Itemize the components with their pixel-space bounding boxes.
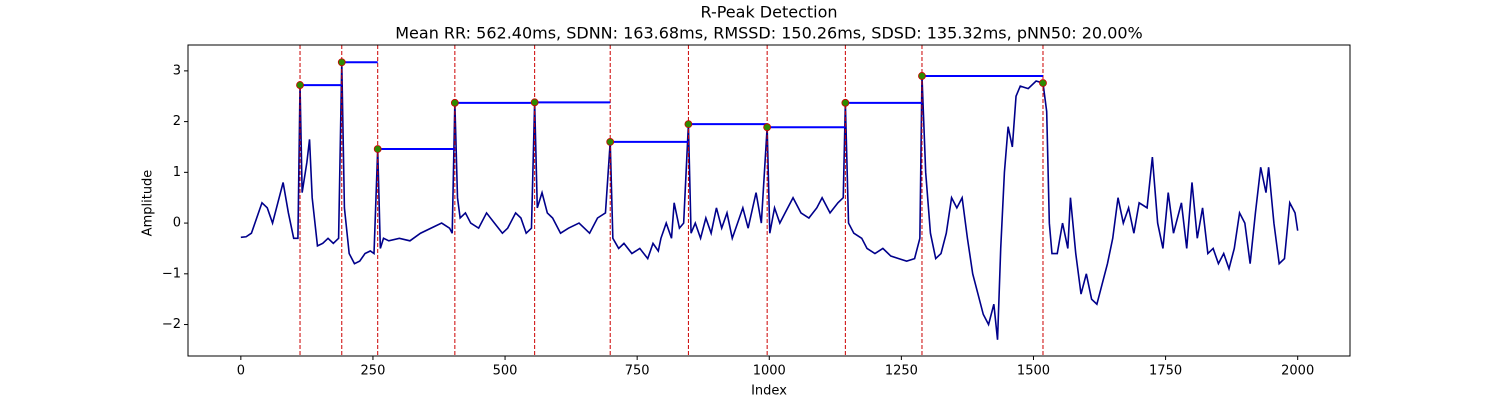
chart-title: R-Peak Detection xyxy=(700,3,837,22)
peak-point xyxy=(684,120,693,129)
x-tick-label: 1000 xyxy=(753,364,786,379)
y-axis-label: Amplitude xyxy=(141,170,156,237)
x-axis-label: Index xyxy=(751,384,787,399)
y-tick-label: 0 xyxy=(173,216,181,231)
signal-line xyxy=(240,62,1299,340)
plot-frame xyxy=(187,44,1351,357)
x-tick-label: 0 xyxy=(237,364,245,379)
peak-point xyxy=(1039,79,1047,87)
peak-point xyxy=(373,145,382,153)
peak-point xyxy=(296,81,304,89)
x-tick-label: 1250 xyxy=(885,364,918,379)
peak-point xyxy=(450,98,459,107)
y-tick-label: −2 xyxy=(162,317,181,332)
x-tick-label: 1750 xyxy=(1149,364,1182,379)
peak-point xyxy=(337,58,346,67)
x-tick-label: 500 xyxy=(493,364,518,379)
peak-point xyxy=(763,123,772,132)
peak-point xyxy=(918,72,926,80)
peak-point xyxy=(530,98,539,107)
x-tick-label: 1500 xyxy=(1017,364,1050,379)
x-tick-label: 2000 xyxy=(1281,364,1314,379)
peak-point xyxy=(841,98,850,107)
chart-subtitle: Mean RR: 562.40ms, SDNN: 163.68ms, RMSSD… xyxy=(395,24,1143,43)
y-tick-label: −1 xyxy=(162,266,181,281)
x-tick-label: 750 xyxy=(625,364,650,379)
x-tick-label: 250 xyxy=(361,364,386,379)
y-tick-label: 1 xyxy=(173,165,181,180)
peak-point xyxy=(606,138,615,146)
y-tick-label: 2 xyxy=(173,114,181,129)
y-tick-label: 3 xyxy=(173,63,181,78)
